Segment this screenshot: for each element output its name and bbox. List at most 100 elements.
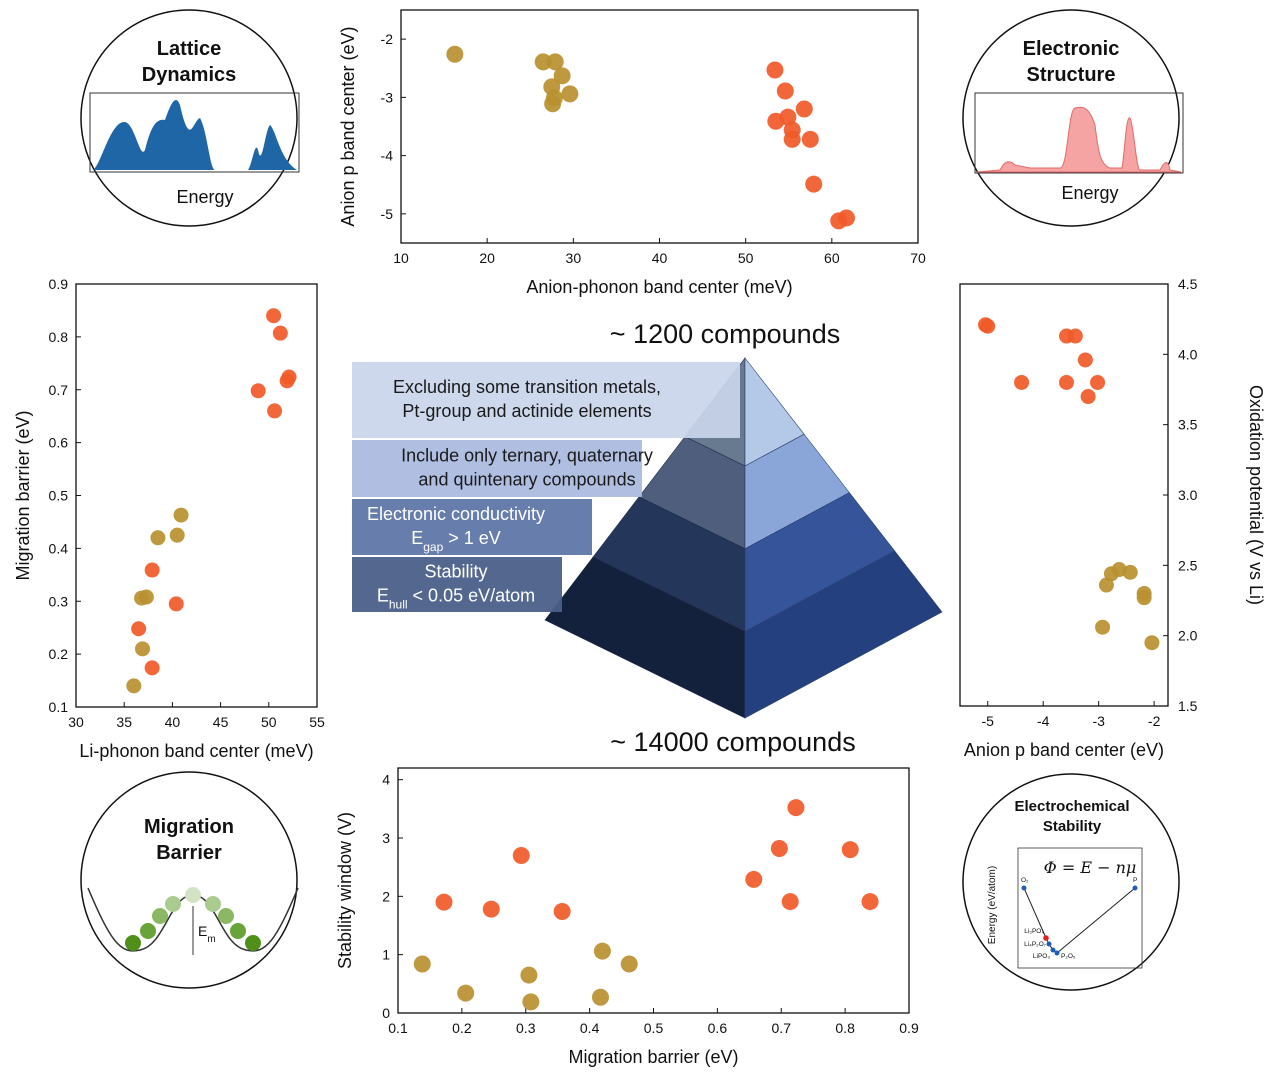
hull-point-label: P	[1133, 877, 1137, 884]
y-tick-label: 4.5	[1178, 276, 1198, 292]
data-point	[457, 985, 474, 1002]
x-tick-label: 0.8	[835, 1020, 855, 1036]
plot-frame	[401, 10, 918, 243]
y-axis-label: Oxidation potential (V vs Li)	[1246, 385, 1264, 605]
y-tick-label: 0.2	[49, 646, 69, 662]
barrier-symbol-sub: m	[207, 934, 215, 945]
data-point	[561, 85, 578, 102]
descriptor-title: Dynamics	[142, 64, 237, 86]
funnel-text: Pt-group and actinide elements	[402, 401, 651, 421]
x-tick-label: 0.2	[452, 1020, 472, 1036]
data-point	[796, 101, 813, 118]
y-tick-label: 4.0	[1178, 346, 1198, 362]
descriptor-title: Structure	[1027, 64, 1116, 86]
data-point	[169, 596, 184, 611]
x-tick-label: 40	[652, 250, 668, 266]
data-point	[1144, 635, 1159, 650]
x-tick-label: 0.9	[899, 1020, 919, 1036]
data-point	[135, 641, 150, 656]
hull-point-label: Li₃PO₄	[1024, 928, 1044, 935]
inset-axis-label: Energy	[1061, 183, 1118, 203]
figure: 10203040506070-5-4-3-2Anion-phonon band …	[0, 0, 1264, 1074]
funnel-text-sub: hull	[389, 598, 408, 612]
y-axis-label: Migration barrier (eV)	[13, 410, 33, 580]
data-point	[1123, 565, 1138, 580]
data-point	[787, 799, 804, 816]
data-point	[280, 373, 295, 388]
inset-y-label: Energy (eV/atom)	[987, 866, 998, 944]
data-point	[830, 212, 847, 229]
hull-point-label: P₂O₅	[1061, 953, 1076, 960]
data-point	[435, 894, 452, 911]
data-point	[594, 943, 611, 960]
data-point	[1137, 590, 1152, 605]
data-point	[139, 590, 154, 605]
data-point	[771, 840, 788, 857]
data-point	[251, 383, 266, 398]
descriptor-title: Barrier	[156, 842, 222, 864]
data-point	[174, 508, 189, 523]
data-point	[273, 326, 288, 341]
x-axis-label: Anion p band center (eV)	[964, 740, 1164, 760]
hull-point-label: Li₄P₂O₇	[1024, 941, 1046, 948]
funnel-top-label: ~ 1200 compounds	[610, 319, 840, 349]
data-point	[131, 621, 146, 636]
funnel-text: Stability	[424, 562, 487, 582]
y-tick-label: 0	[382, 1005, 390, 1021]
y-tick-label: -4	[381, 148, 394, 164]
x-tick-label: 55	[309, 714, 325, 730]
x-tick-label: 30	[566, 250, 582, 266]
y-tick-label: 0.9	[49, 276, 69, 292]
funnel-text-main: E	[411, 528, 423, 548]
funnel-text: Excluding some transition metals,	[393, 377, 661, 397]
data-point	[522, 993, 539, 1010]
data-point	[145, 563, 160, 578]
x-tick-label: 40	[165, 714, 181, 730]
y-tick-label: 4	[382, 772, 390, 788]
x-tick-label: -3	[1092, 713, 1105, 729]
data-point	[1078, 352, 1093, 367]
plot-frame	[960, 284, 1168, 706]
data-point	[150, 530, 165, 545]
data-point	[544, 95, 561, 112]
data-point	[802, 131, 819, 148]
data-point	[592, 989, 609, 1006]
x-axis-label: Anion-phonon band center (meV)	[526, 277, 792, 297]
y-tick-label: 2	[382, 888, 390, 904]
funnel-text-sub: gap	[423, 540, 443, 554]
y-tick-label: 0.7	[49, 382, 69, 398]
y-tick-label: -3	[381, 89, 394, 105]
data-point	[513, 847, 530, 864]
descriptor-title: Electronic	[1023, 38, 1120, 60]
data-point	[1059, 375, 1074, 390]
data-point	[842, 841, 859, 858]
data-point	[446, 46, 463, 63]
y-tick-label: 2.0	[1178, 628, 1198, 644]
data-point	[483, 901, 500, 918]
data-point	[126, 678, 141, 693]
x-tick-label: 50	[261, 714, 277, 730]
data-point	[784, 131, 801, 148]
data-point	[266, 308, 281, 323]
page: {"chart_data": [ {"type": "scatter", "x_…	[0, 0, 1264, 1074]
data-point	[1068, 329, 1083, 344]
x-tick-label: 0.7	[772, 1020, 792, 1036]
data-point	[1014, 375, 1029, 390]
x-tick-label: 50	[738, 250, 754, 266]
inset-axis-label: Energy	[176, 187, 233, 207]
data-point	[766, 61, 783, 78]
x-tick-label: 35	[116, 714, 132, 730]
x-tick-label: 30	[68, 714, 84, 730]
plot-frame	[398, 768, 909, 1013]
hull-point-label: O₂	[1021, 877, 1029, 884]
migration-circle	[81, 772, 297, 988]
data-point	[145, 660, 160, 675]
descriptor-title: Migration	[144, 816, 234, 838]
y-tick-label: 3	[382, 830, 390, 846]
data-point	[170, 528, 185, 543]
y-axis-label: Anion p band center (eV)	[338, 26, 358, 226]
funnel-text-rest: < 0.05 eV/atom	[408, 586, 536, 606]
funnel-text: Electronic conductivity	[367, 504, 545, 524]
funnel-text-main: E	[377, 586, 389, 606]
x-tick-label: 0.3	[516, 1020, 536, 1036]
